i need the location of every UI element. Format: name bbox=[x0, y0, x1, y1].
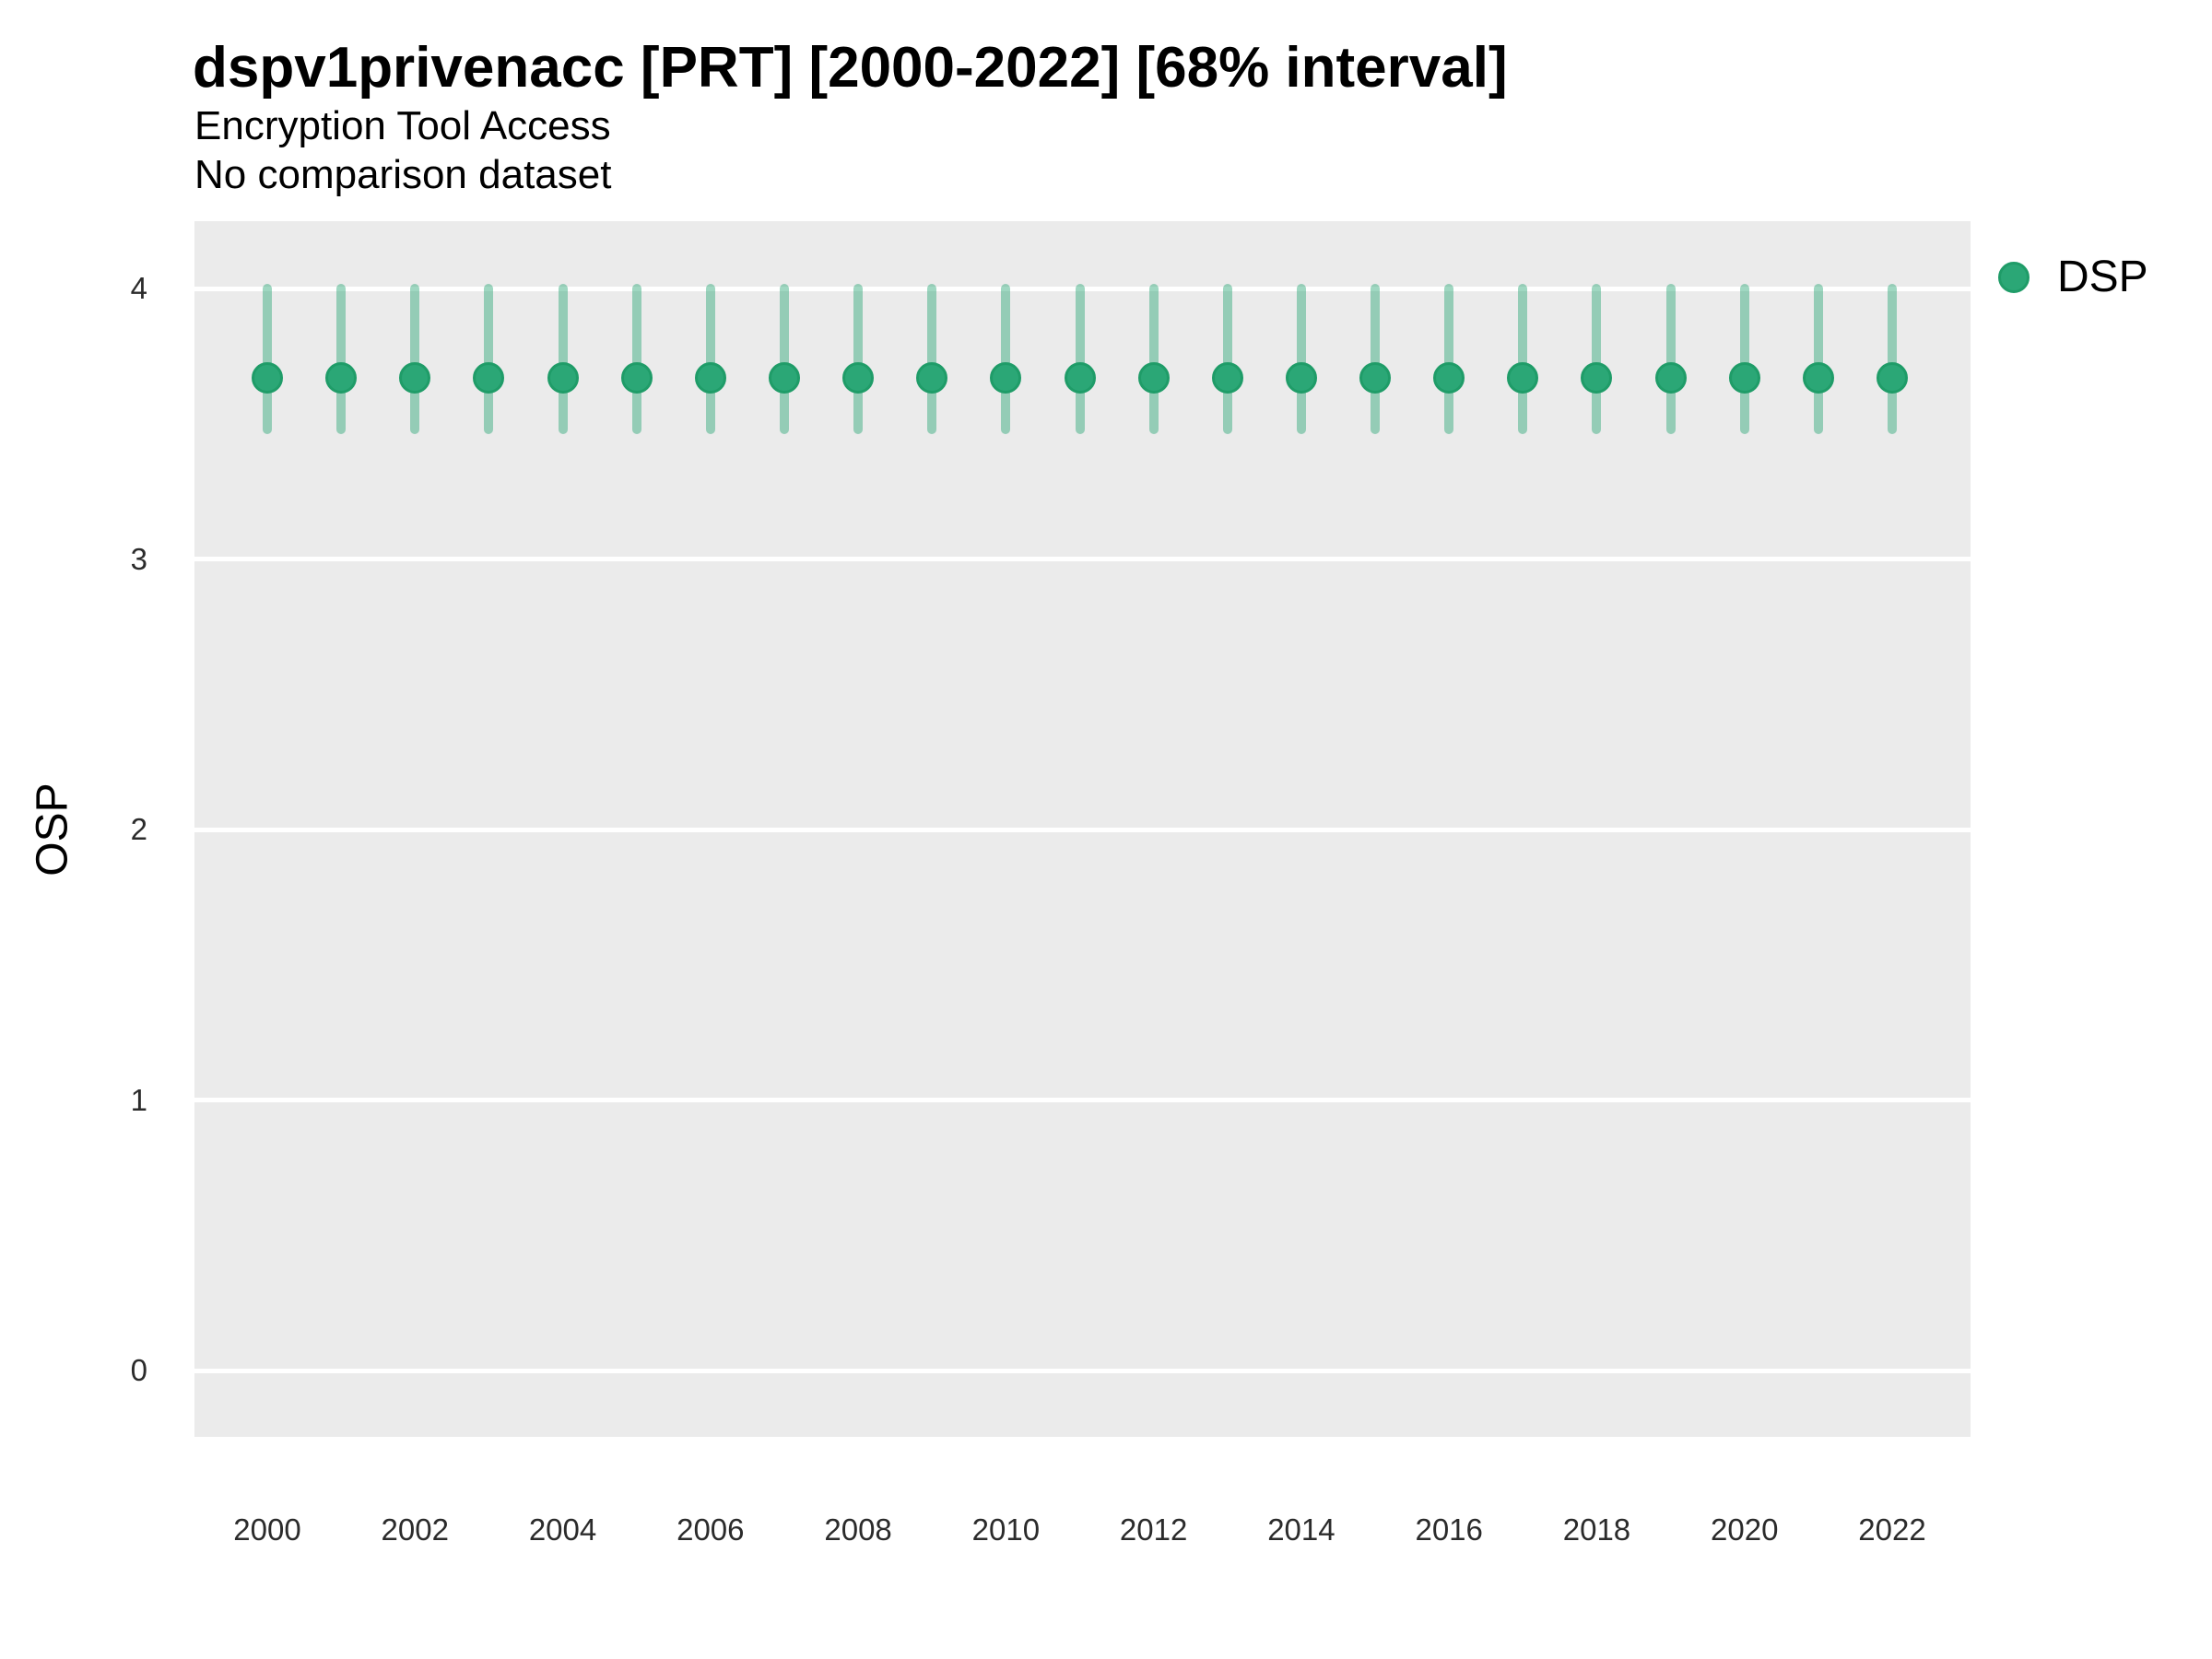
y-tick-label: 3 bbox=[130, 541, 147, 576]
data-point bbox=[1581, 361, 1613, 394]
data-point bbox=[1877, 361, 1908, 394]
data-point bbox=[768, 361, 800, 394]
data-point bbox=[916, 361, 948, 394]
x-tick-label: 2008 bbox=[824, 1512, 892, 1547]
x-tick-label: 2010 bbox=[971, 1512, 1041, 1547]
gridline bbox=[194, 1368, 1971, 1373]
interval-bar bbox=[705, 284, 715, 434]
gridline bbox=[194, 1098, 1971, 1102]
data-point bbox=[325, 361, 358, 394]
data-point bbox=[842, 361, 875, 394]
interval-bar bbox=[853, 284, 864, 434]
data-point bbox=[1507, 361, 1539, 394]
data-point bbox=[1064, 361, 1096, 394]
data-point bbox=[399, 361, 431, 394]
plot-panel bbox=[194, 221, 1971, 1437]
gridline bbox=[194, 557, 1971, 561]
x-tick-label: 2020 bbox=[1711, 1512, 1779, 1547]
legend-label: DSP bbox=[2057, 253, 2148, 301]
x-tick-label: 2000 bbox=[233, 1512, 301, 1547]
x-tick-label: 2014 bbox=[1267, 1512, 1335, 1547]
interval-bar bbox=[263, 284, 272, 434]
y-axis-title: OSP bbox=[28, 782, 77, 877]
interval-bar bbox=[336, 284, 347, 434]
interval-bar bbox=[1592, 284, 1602, 434]
interval-bar bbox=[1075, 284, 1085, 434]
interval-bar bbox=[1813, 284, 1823, 434]
chart-title: dspv1privenacc [PRT] [2000-2022] [68% in… bbox=[193, 36, 1508, 100]
x-tick-label: 2018 bbox=[1562, 1512, 1631, 1547]
interval-bar bbox=[484, 284, 494, 434]
legend-point-icon bbox=[1998, 262, 2030, 293]
legend: DSP bbox=[1998, 249, 2210, 313]
interval-bar bbox=[779, 284, 789, 434]
data-point bbox=[1728, 361, 1760, 394]
data-point bbox=[1433, 361, 1465, 394]
interval-bar bbox=[1518, 284, 1528, 434]
gridline bbox=[194, 827, 1971, 832]
data-point bbox=[547, 361, 579, 394]
data-point bbox=[252, 361, 283, 394]
data-point bbox=[1359, 361, 1392, 394]
interval-bar bbox=[1222, 284, 1232, 434]
y-tick-label: 1 bbox=[130, 1082, 147, 1117]
interval-bar bbox=[1148, 284, 1159, 434]
data-point bbox=[990, 361, 1022, 394]
data-point bbox=[1285, 361, 1317, 394]
interval-bar bbox=[631, 284, 641, 434]
x-tick-label: 2002 bbox=[381, 1512, 449, 1547]
chart-note: No comparison dataset bbox=[194, 152, 612, 197]
interval-bar bbox=[558, 284, 568, 434]
interval-bar bbox=[1371, 284, 1381, 434]
x-tick-label: 2006 bbox=[677, 1512, 745, 1547]
interval-bar bbox=[1888, 284, 1897, 434]
chart-subtitle: Encryption Tool Access bbox=[194, 103, 611, 148]
interval-bar bbox=[1296, 284, 1306, 434]
x-tick-label: 2012 bbox=[1119, 1512, 1188, 1547]
y-tick-label: 4 bbox=[130, 271, 147, 305]
data-point bbox=[1211, 361, 1243, 394]
x-tick-label: 2016 bbox=[1415, 1512, 1483, 1547]
gridline bbox=[194, 286, 1971, 291]
data-point bbox=[1654, 361, 1687, 394]
interval-bar bbox=[927, 284, 937, 434]
x-tick-label: 2004 bbox=[528, 1512, 597, 1547]
data-point bbox=[1137, 361, 1170, 394]
y-tick-label: 2 bbox=[130, 812, 147, 846]
data-point bbox=[1802, 361, 1834, 394]
interval-bar bbox=[1739, 284, 1749, 434]
x-tick-label: 2022 bbox=[1858, 1512, 1926, 1547]
data-point bbox=[694, 361, 726, 394]
data-point bbox=[620, 361, 653, 394]
y-tick-label: 0 bbox=[130, 1353, 147, 1387]
interval-bar bbox=[1001, 284, 1011, 434]
interval-bar bbox=[1444, 284, 1454, 434]
interval-bar bbox=[1665, 284, 1676, 434]
interval-bar bbox=[410, 284, 420, 434]
data-point bbox=[473, 361, 505, 394]
